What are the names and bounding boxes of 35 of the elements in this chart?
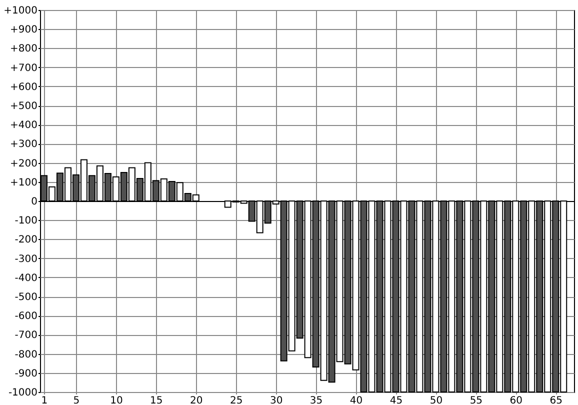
y-tick-label: -100 xyxy=(14,216,38,227)
x-tick-label: 65 xyxy=(550,396,562,405)
y-tick-label: -600 xyxy=(14,311,38,322)
x-tick-label: 45 xyxy=(390,396,403,405)
y-tick-label: -400 xyxy=(14,272,38,284)
y-tick-label: -200 xyxy=(14,234,38,246)
x-tick-label: 50 xyxy=(430,396,443,405)
y-tick-label: +1000 xyxy=(4,6,38,16)
x-tick-label: 5 xyxy=(73,396,80,405)
x-tick-label: 30 xyxy=(270,396,283,405)
x-tick-label: 10 xyxy=(110,396,123,405)
y-tick-label: +600 xyxy=(10,82,38,93)
x-tick-label: 60 xyxy=(510,396,523,405)
y-tick-label: -700 xyxy=(14,330,38,342)
y-tick-label: -800 xyxy=(14,349,38,360)
y-tick-label: +400 xyxy=(10,120,38,132)
y-tick-label: -900 xyxy=(14,368,38,380)
x-tick-label: 20 xyxy=(190,396,203,405)
x-tick-label: 55 xyxy=(470,396,483,405)
x-tick-label: 25 xyxy=(230,396,243,405)
y-tick-label: -1000 xyxy=(8,388,38,398)
y-tick-label: -300 xyxy=(14,254,38,265)
x-tick-label: 1 xyxy=(41,396,48,405)
y-tick-label: +500 xyxy=(10,101,38,112)
y-tick-label: +300 xyxy=(10,139,38,150)
y-tick-label: +200 xyxy=(10,158,38,170)
y-tick-label: -500 xyxy=(14,292,38,303)
x-tick-label: 40 xyxy=(350,396,363,405)
y-tick-label: +700 xyxy=(10,62,38,74)
x-tick-label: 35 xyxy=(310,396,323,405)
y-tick-label: 0 xyxy=(31,196,38,208)
y-tick-label: +900 xyxy=(10,24,38,36)
y-tick-label: +800 xyxy=(10,44,38,55)
y-tick-label: +100 xyxy=(10,177,38,188)
x-tick-label: 15 xyxy=(150,396,163,405)
